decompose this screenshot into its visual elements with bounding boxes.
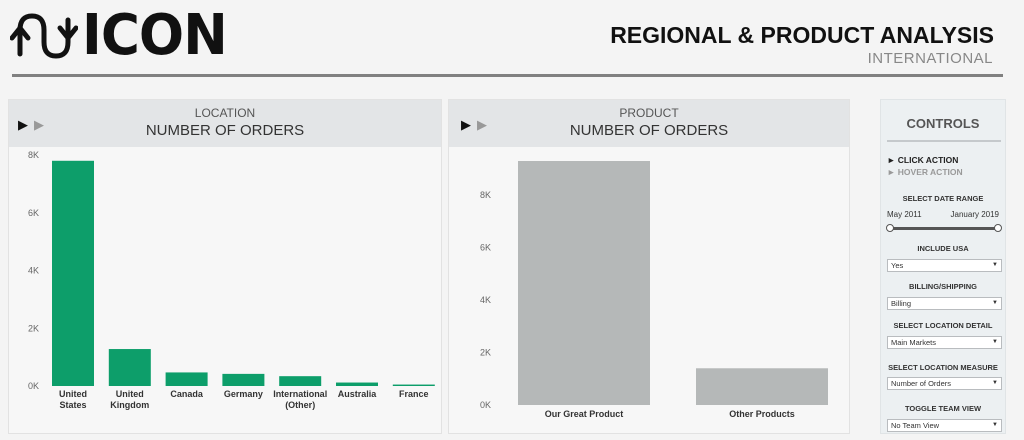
product-panel-header: ▶ ▶ PRODUCT NUMBER OF ORDERS <box>449 100 849 147</box>
controls-panel: CONTROLS ► CLICK ACTION ► HOVER ACTION S… <box>880 99 1006 434</box>
brand-logo: ICON <box>10 4 234 68</box>
date-range-label: SELECT DATE RANGE <box>902 194 984 203</box>
location-detail-value: Main Markets <box>891 338 937 347</box>
location-detail-label: SELECT LOCATION DETAIL <box>893 321 993 330</box>
product-y-tick-label: 2K <box>480 348 491 358</box>
chevron-down-icon: ▼ <box>992 262 998 268</box>
date-range-end-handle[interactable] <box>994 224 1002 232</box>
location-bar[interactable] <box>222 373 265 386</box>
location-category-label: International <box>273 389 327 399</box>
swap-arrows-icon <box>10 13 78 59</box>
location-category-label: (Other) <box>285 400 315 410</box>
location-category-label: Canada <box>170 389 204 399</box>
location-measure-select[interactable]: Number of Orders ▼ <box>887 377 1002 390</box>
location-bar[interactable] <box>336 382 378 386</box>
location-title: NUMBER OF ORDERS <box>145 122 305 139</box>
location-y-tick-label: 0K <box>28 381 39 391</box>
location-measure-label: SELECT LOCATION MEASURE <box>888 363 998 372</box>
chevron-down-icon: ▼ <box>992 339 998 345</box>
product-bar[interactable] <box>696 368 828 405</box>
play-icon-secondary[interactable]: ▶ <box>477 117 487 132</box>
location-y-tick-label: 6K <box>28 208 39 218</box>
billing-shipping-select[interactable]: Billing ▼ <box>887 297 1002 310</box>
chevron-down-icon: ▼ <box>992 380 998 386</box>
product-bar-chart[interactable]: 0K 2K 4K 6K 8K Our Great Product Other Product… <box>449 147 851 435</box>
location-detail-select[interactable]: Main Markets ▼ <box>887 336 1002 349</box>
location-category-label: Australia <box>338 389 378 399</box>
hover-action-toggle[interactable]: ► HOVER ACTION <box>887 167 963 177</box>
include-usa-select[interactable]: Yes ▼ <box>887 259 1002 272</box>
product-y-tick-label: 8K <box>480 190 491 200</box>
location-bar-chart[interactable]: 0K2K4K6K8KUnitedStatesUnitedKingdomCanad… <box>9 147 443 435</box>
location-y-tick-label: 2K <box>28 323 39 333</box>
chevron-down-icon: ▼ <box>992 422 998 428</box>
location-category-label: United <box>116 389 144 399</box>
billing-shipping-value: Billing <box>891 299 912 308</box>
product-kicker: PRODUCT <box>619 106 679 120</box>
location-bar[interactable] <box>165 372 208 386</box>
play-icon[interactable]: ▶ <box>18 117 28 132</box>
location-bar[interactable] <box>392 384 435 386</box>
location-bar[interactable] <box>52 160 94 386</box>
product-y-tick-label: 4K <box>480 295 491 305</box>
location-category-label: Kingdom <box>110 400 149 410</box>
location-category-label: Germany <box>224 389 263 399</box>
location-panel: ▶ ▶ LOCATION NUMBER OF ORDERS 0K 2K 4K 6K 8K… <box>8 99 442 434</box>
product-category-label: Other Products <box>729 409 795 419</box>
product-category-label: Our Great Product <box>545 409 624 419</box>
product-y-tick-label: 0K <box>480 400 491 410</box>
product-y-tick-label: 6K <box>480 243 491 253</box>
date-range-slider[interactable] <box>890 227 998 230</box>
play-icon[interactable]: ▶ <box>461 117 471 132</box>
click-action-toggle[interactable]: ► CLICK ACTION <box>887 155 959 165</box>
page-subtitle: INTERNATIONAL <box>867 50 993 67</box>
product-bar[interactable] <box>518 161 650 405</box>
location-kicker: LOCATION <box>194 106 256 120</box>
location-panel-header: ▶ ▶ LOCATION NUMBER OF ORDERS <box>9 100 441 147</box>
location-category-label: United <box>59 389 87 399</box>
location-category-label: States <box>59 400 86 410</box>
include-usa-value: Yes <box>891 261 904 270</box>
controls-divider <box>887 140 1001 142</box>
header-divider <box>12 74 1003 77</box>
location-y-tick-label: 4K <box>28 266 39 276</box>
billing-shipping-label: BILLING/SHIPPING <box>909 282 977 291</box>
team-view-select[interactable]: No Team View ▼ <box>887 419 1002 432</box>
location-y-tick-label: 8K <box>28 150 39 160</box>
product-title: NUMBER OF ORDERS <box>569 122 729 139</box>
date-range-start: May 2011 <box>887 210 922 219</box>
chevron-down-icon: ▼ <box>992 300 998 306</box>
location-category-label: France <box>399 389 429 399</box>
date-range-start-handle[interactable] <box>886 224 894 232</box>
date-range-end: January 2019 <box>950 210 999 219</box>
location-bar[interactable] <box>108 349 151 386</box>
controls-title: CONTROLS <box>906 116 980 131</box>
logo-wordmark: ICON <box>82 3 228 68</box>
dashboard-header: ICON REGIONAL & PRODUCT ANALYSIS INTERNA… <box>0 0 1024 80</box>
product-panel: ▶ ▶ PRODUCT NUMBER OF ORDERS 0K 2K 4K 6K 8K O… <box>448 99 850 434</box>
location-bar[interactable] <box>279 376 322 386</box>
team-view-label: TOGGLE TEAM VIEW <box>904 404 982 413</box>
page-title: REGIONAL & PRODUCT ANALYSIS <box>610 22 994 48</box>
team-view-value: No Team View <box>891 421 940 430</box>
location-measure-value: Number of Orders <box>891 379 952 388</box>
play-icon-secondary[interactable]: ▶ <box>34 117 44 132</box>
include-usa-label: INCLUDE USA <box>917 244 969 253</box>
